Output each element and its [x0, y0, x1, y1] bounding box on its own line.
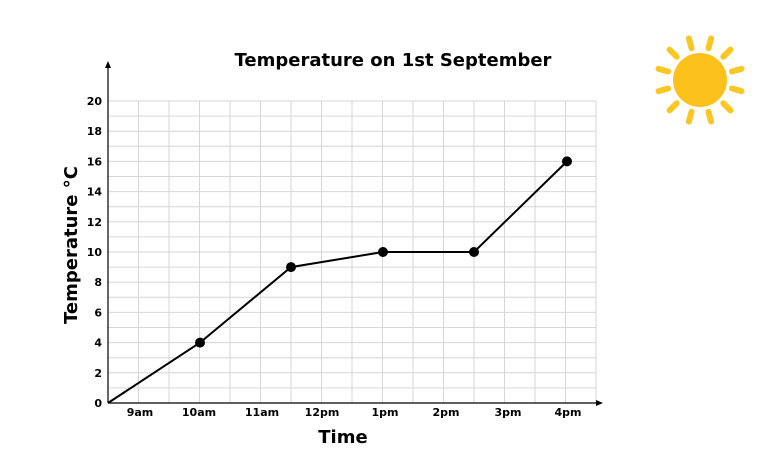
y-tick-label: 6 [94, 306, 102, 319]
y-tick-labels: 0 2 4 6 8 10 12 14 16 18 20 [87, 95, 103, 410]
sun-disc [673, 53, 727, 107]
sun-ray [728, 65, 745, 75]
y-axis-arrow [105, 61, 111, 68]
x-tick-label: 11am [245, 406, 279, 419]
y-tick-label: 2 [94, 367, 102, 380]
chart-grid [107, 100, 597, 404]
chart-title: Temperature on 1st September [235, 50, 552, 71]
sun-ray [685, 35, 695, 52]
sun-ray [728, 85, 745, 95]
y-tick-label: 16 [87, 155, 103, 168]
sun-ray [666, 46, 680, 60]
data-point [378, 247, 388, 257]
x-tick-label: 12pm [305, 406, 340, 419]
x-tick-label: 2pm [433, 406, 460, 419]
y-axis-title: Temperature °C [61, 166, 82, 324]
sun-ray [666, 100, 680, 114]
data-point [195, 337, 205, 348]
sun-ray [685, 108, 695, 125]
x-tick-label: 9am [127, 406, 154, 419]
y-tick-label: 10 [87, 246, 103, 259]
x-tick-label: 3pm [495, 406, 522, 419]
sun-ray [655, 65, 672, 75]
y-tick-label: 0 [94, 397, 102, 410]
series-line [107, 160, 568, 404]
sun-ray [720, 100, 734, 114]
y-tick-label: 4 [94, 337, 102, 350]
sun-icon [655, 35, 745, 125]
data-point [562, 156, 572, 167]
data-point [286, 262, 296, 273]
x-tick-labels: 9am 10am 11am 12pm 1pm 2pm 3pm 4pm [127, 406, 582, 419]
x-tick-label: 1pm [372, 406, 399, 419]
sun-ray [655, 85, 672, 95]
sun-ray [720, 46, 734, 60]
y-tick-label: 8 [94, 276, 102, 289]
temperature-series [107, 156, 572, 404]
sun-ray [705, 108, 715, 125]
x-tick-label: 10am [182, 406, 216, 419]
chart-axes [105, 61, 603, 406]
y-tick-label: 14 [87, 186, 103, 199]
y-tick-label: 20 [87, 95, 103, 108]
x-axis-arrow [596, 400, 603, 406]
x-tick-label: 4pm [555, 406, 582, 419]
data-point [469, 247, 479, 257]
sun-ray [705, 35, 715, 52]
y-tick-label: 12 [87, 216, 102, 229]
x-axis-title: Time [318, 427, 367, 448]
y-tick-label: 18 [87, 125, 102, 138]
